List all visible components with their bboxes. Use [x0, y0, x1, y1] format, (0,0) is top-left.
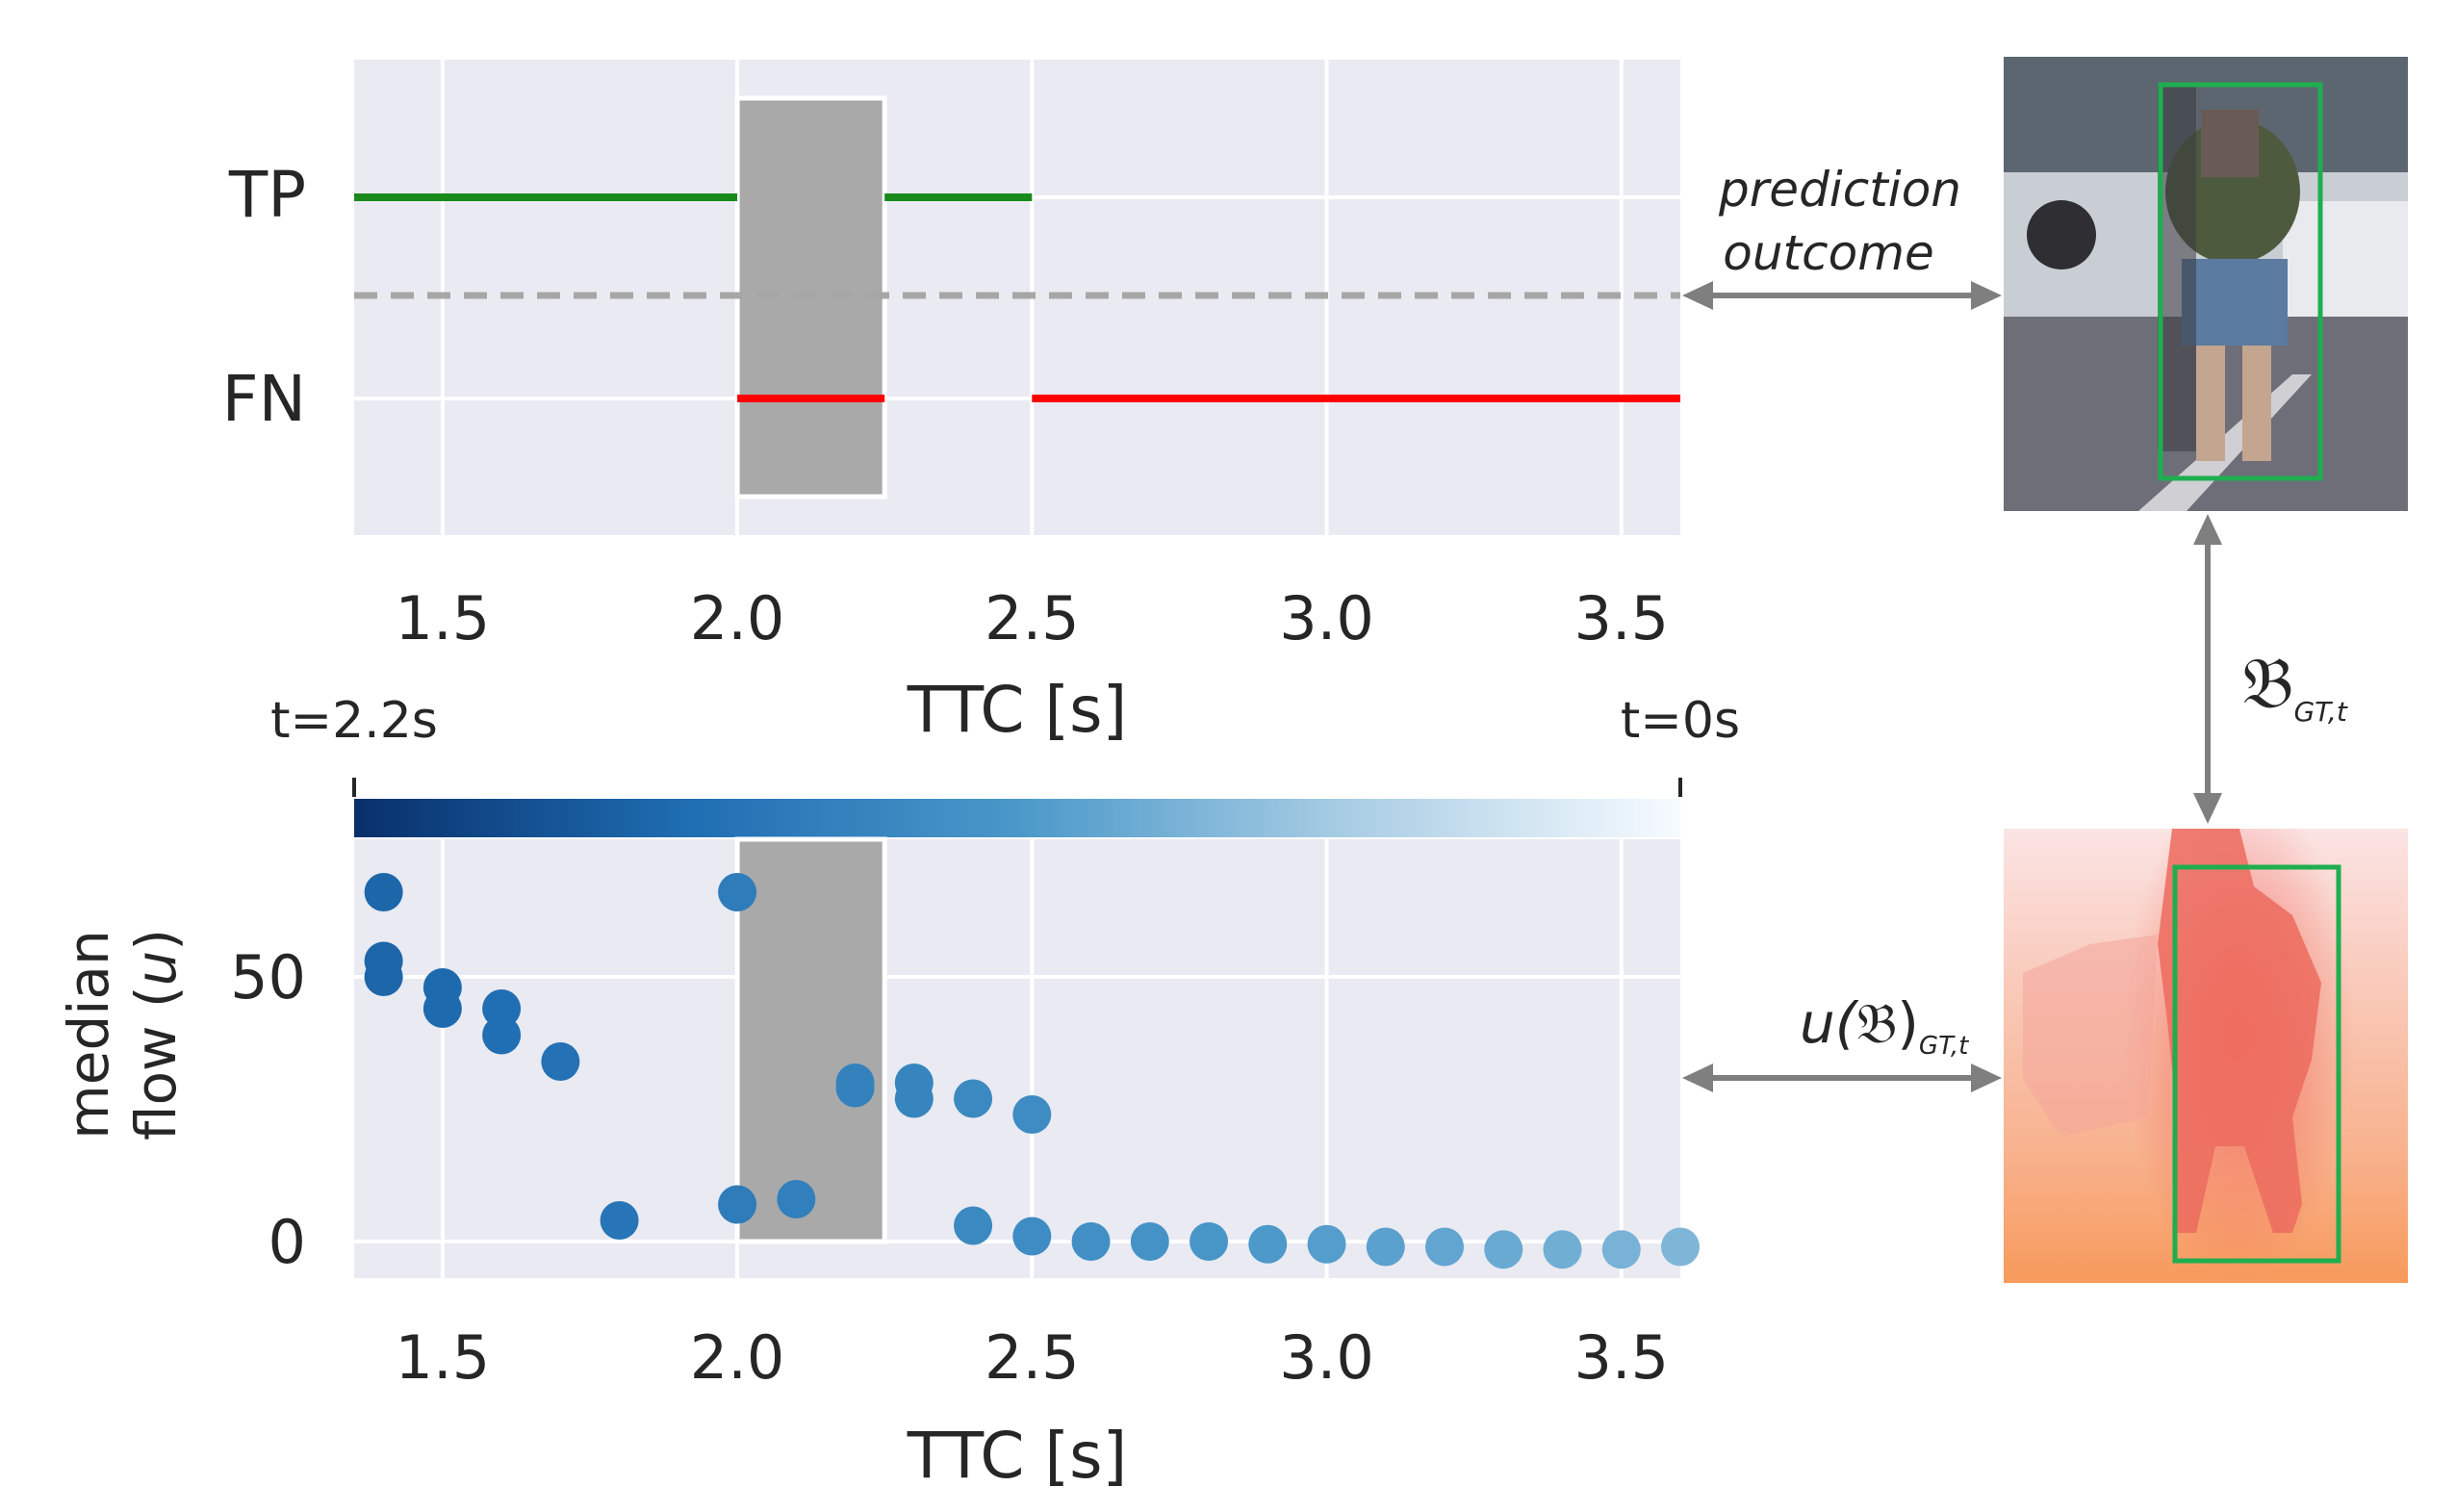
flow-label-subscript: GT,t — [1919, 1032, 1969, 1061]
scatter-points — [364, 873, 1700, 1269]
scatter-y-axis-label: median flow (u) — [56, 929, 189, 1140]
timeline-x-tick-label: 3.5 — [1573, 583, 1669, 653]
pedestrian-shorts — [2182, 259, 2288, 346]
pedestrian-head-blurred — [2201, 110, 2259, 177]
data-point — [600, 1201, 639, 1240]
data-point — [1190, 1222, 1229, 1261]
bbox-arrow-head-bottom — [2193, 793, 2222, 824]
data-point — [1307, 1224, 1346, 1264]
flow-background-region — [2023, 935, 2158, 1137]
data-point — [1012, 1217, 1052, 1256]
scatter-x-tick-label: 1.5 — [396, 1322, 491, 1393]
highlight-span — [734, 836, 887, 1244]
data-point — [954, 1079, 993, 1118]
optical-flow-map — [2004, 829, 2408, 1283]
timeline-x-axis-label: TTC [s] — [907, 673, 1128, 747]
flow-arrow-head-right — [1971, 1064, 2002, 1092]
timeline-x-tick-label: 1.5 — [396, 583, 491, 653]
timeline-x-tick-label: 2.0 — [690, 583, 785, 653]
data-point — [364, 873, 403, 911]
fn-label: FN — [222, 362, 306, 436]
scatter-chart: 0 50 1.5 2.0 2.5 3.0 3.5 TTC [s] median flow … — [56, 836, 1700, 1493]
car-wheel — [2027, 200, 2096, 269]
data-point — [1543, 1230, 1582, 1269]
flow-label-suffix: ) — [1897, 990, 1919, 1056]
flow-label: u(𝔅)GT,t — [1800, 990, 1969, 1061]
tp-label: TP — [228, 158, 306, 232]
data-point — [835, 1068, 875, 1108]
scatter-x-tick-label: 2.0 — [690, 1322, 785, 1393]
timeline-chart: TP FN 1.5 2.0 2.5 3.0 3.5 TTC [s] — [222, 60, 1680, 747]
scatter-x-ticks: 1.5 2.0 2.5 3.0 3.5 — [396, 1322, 1669, 1393]
data-point — [718, 1185, 757, 1224]
time-colorbar: t=2.2s t=0s — [270, 692, 1740, 837]
ground-truth-bbox — [2158, 82, 2323, 481]
prediction-outcome-line-2: outcome — [1723, 225, 1933, 281]
pedestrian-street-photo — [2004, 57, 2408, 511]
data-point — [541, 1042, 580, 1081]
data-point — [894, 1079, 934, 1118]
car-door — [2283, 201, 2408, 317]
data-point — [1425, 1227, 1465, 1267]
flow-label-symbol: 𝔅 — [1856, 990, 1897, 1056]
outcome-segments — [354, 193, 1680, 402]
bbox-arrow-head-top — [2193, 514, 2222, 545]
flow-pedestrian-silhouette — [2158, 829, 2321, 1233]
data-point — [1248, 1224, 1288, 1264]
annotations: prediction outcome 𝔅GT,t u(𝔅)GT,t — [1682, 162, 2348, 1092]
flow-label-prefix: u( — [1800, 990, 1859, 1056]
pedestrian-leg-right — [2242, 346, 2271, 461]
timeline-x-tick-label: 2.5 — [985, 583, 1080, 653]
data-point — [954, 1206, 993, 1245]
scatter-x-tick-label: 3.5 — [1573, 1322, 1669, 1393]
data-point — [718, 873, 757, 911]
y-label-u: u — [123, 951, 189, 987]
scatter-y-tick-label: 50 — [230, 942, 306, 1012]
data-point — [482, 989, 522, 1028]
second-pedestrian — [2158, 86, 2196, 451]
flow-map-graphic — [2023, 829, 2341, 1264]
data-point — [1130, 1222, 1169, 1261]
scatter-x-tick-label: 3.0 — [1279, 1322, 1374, 1393]
y-label-line-2: flow (u) — [123, 929, 189, 1140]
y-label-close: ) — [123, 929, 189, 951]
timeline-x-ticks: 1.5 2.0 2.5 3.0 3.5 — [396, 583, 1669, 653]
data-point — [1071, 1222, 1111, 1261]
scatter-x-axis-label: TTC [s] — [907, 1419, 1128, 1493]
data-point — [777, 1180, 816, 1218]
data-point — [1012, 1095, 1052, 1134]
flow-arrow-head-left — [1682, 1064, 1713, 1092]
data-point — [422, 989, 462, 1028]
ground-truth-bbox — [2172, 864, 2341, 1264]
y-label-line-1: median — [56, 930, 121, 1139]
data-point — [482, 1015, 522, 1055]
data-point — [1484, 1230, 1523, 1269]
data-point — [364, 958, 403, 996]
scatter-y-tick-label: 0 — [269, 1207, 306, 1277]
pedestrian-leg-left — [2196, 346, 2225, 461]
pedestrian-torso — [2165, 119, 2300, 264]
street-photo-graphic — [2004, 57, 2408, 511]
data-point — [1366, 1227, 1405, 1267]
scatter-y-ticks: 0 50 — [230, 942, 306, 1277]
scatter-x-tick-label: 2.5 — [985, 1322, 1080, 1393]
bbox-subscript: GT,t — [2293, 696, 2347, 728]
colorbar-gradient — [354, 799, 1680, 837]
bbox-symbol-label: 𝔅GT,t — [2242, 642, 2348, 728]
colorbar-right-label: t=0s — [1621, 692, 1740, 750]
bbox-symbol: 𝔅 — [2242, 642, 2293, 725]
prediction-arrow-head-right — [1971, 281, 2002, 310]
prediction-arrow-head-left — [1682, 281, 1713, 310]
y-label-flow: flow ( — [123, 986, 189, 1140]
data-point — [1601, 1230, 1641, 1269]
prediction-outcome-line-1: prediction — [1718, 162, 1961, 218]
timeline-x-tick-label: 3.0 — [1279, 583, 1374, 653]
colorbar-left-label: t=2.2s — [270, 692, 438, 750]
data-point — [1661, 1227, 1700, 1267]
